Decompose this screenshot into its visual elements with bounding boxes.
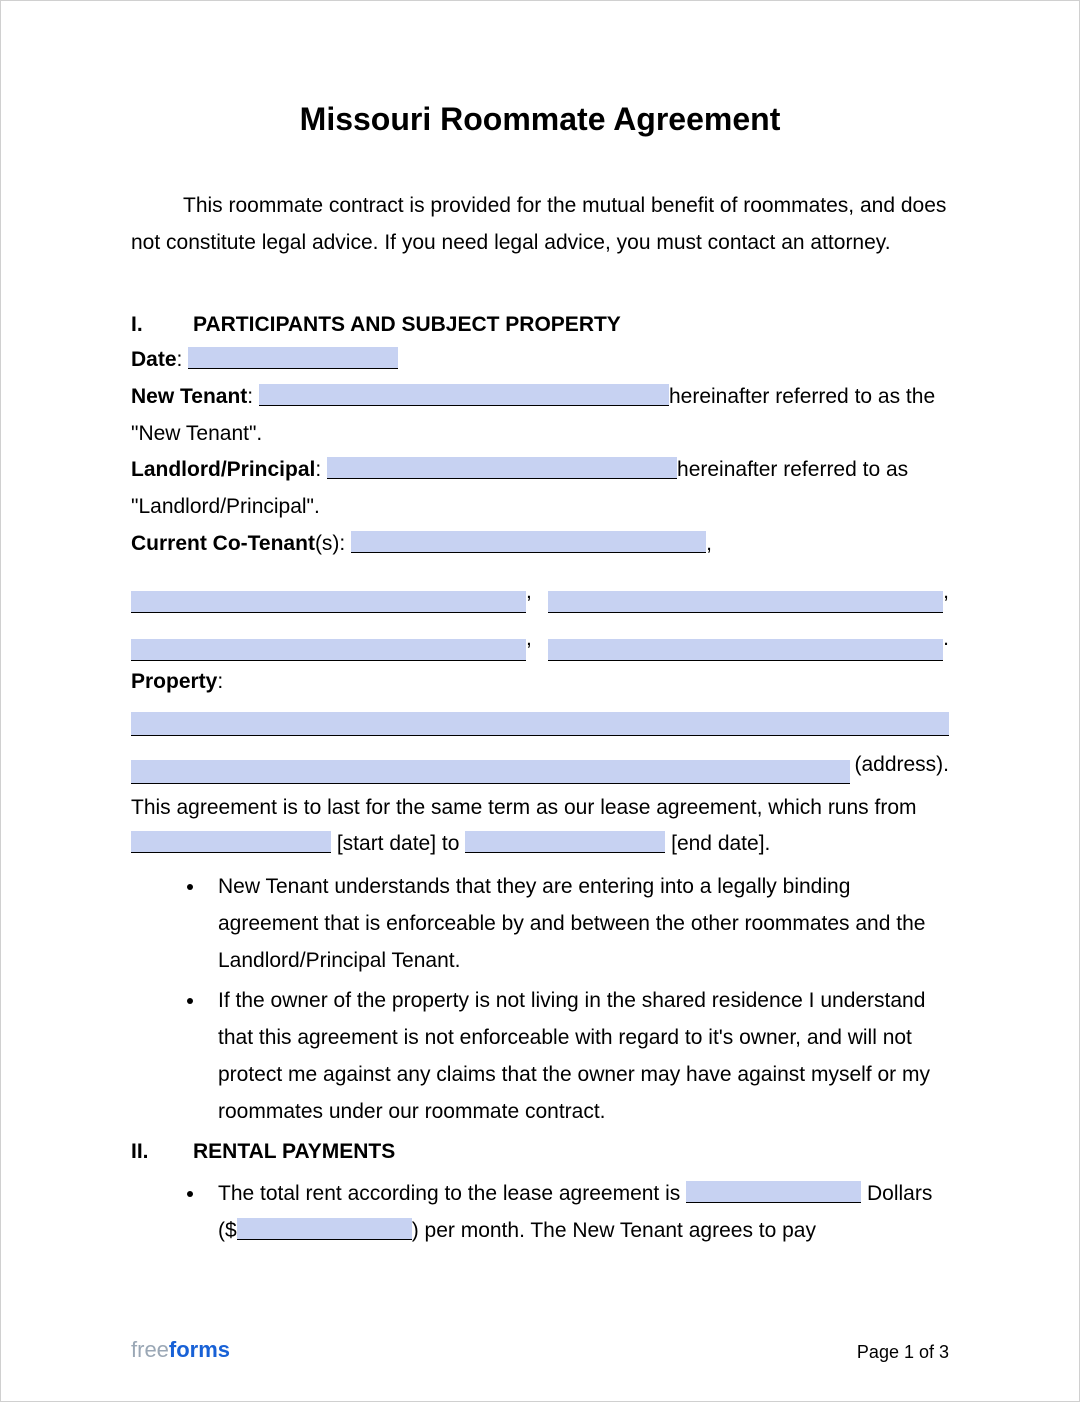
- new-tenant-field[interactable]: [259, 384, 669, 406]
- start-date-label: [start date] to: [337, 832, 460, 855]
- bullet-2: If the owner of the property is not livi…: [206, 983, 949, 1130]
- section-2-bullets: The total rent according to the lease ag…: [131, 1176, 949, 1250]
- date-line: Date:: [131, 342, 949, 379]
- cotenant-field-2[interactable]: [131, 591, 526, 613]
- start-date-field[interactable]: [131, 831, 331, 853]
- rent-post: ) per month. The New Tenant agrees to pa…: [412, 1219, 816, 1242]
- section-1-title: PARTICIPANTS AND SUBJECT PROPERTY: [193, 313, 621, 336]
- rent-bullet: The total rent according to the lease ag…: [206, 1176, 949, 1250]
- property-field-line1[interactable]: [131, 712, 949, 736]
- date-field[interactable]: [188, 347, 398, 369]
- property-block: Property: (address).: [131, 664, 949, 784]
- page-number: Page 1 of 3: [857, 1342, 949, 1363]
- cotenant-field-1[interactable]: [351, 531, 706, 553]
- landlord-line: Landlord/Principal: hereinafter referred…: [131, 452, 949, 526]
- bullet-1: New Tenant understands that they are ent…: [206, 869, 949, 979]
- cotenant-field-3[interactable]: [548, 591, 943, 613]
- new-tenant-line: New Tenant: hereinafter referred to as t…: [131, 379, 949, 453]
- rent-amount-field[interactable]: [237, 1218, 412, 1240]
- freeforms-logo: freeforms: [131, 1337, 230, 1363]
- section-1-bullets: New Tenant understands that they are ent…: [131, 869, 949, 1130]
- page-footer: freeforms Page 1 of 3: [131, 1337, 949, 1363]
- rent-words-field[interactable]: [686, 1181, 861, 1203]
- end-date-label: [end date].: [671, 832, 770, 855]
- address-suffix: (address).: [854, 747, 949, 784]
- intro-paragraph: This roommate contract is provided for t…: [131, 188, 949, 262]
- cotenant-block: Current Co-Tenant(s): , , , , .: [131, 526, 949, 658]
- section-2-heading: II.RENTAL PAYMENTS: [131, 1134, 949, 1170]
- document-page: Missouri Roommate Agreement This roommat…: [1, 1, 1079, 1250]
- section-1-number: I.: [131, 307, 193, 343]
- landlord-field[interactable]: [327, 457, 677, 479]
- document-title: Missouri Roommate Agreement: [131, 101, 949, 138]
- property-label: Property: [131, 670, 217, 693]
- cotenant-field-4[interactable]: [131, 639, 526, 661]
- end-date-field[interactable]: [465, 831, 665, 853]
- cotenant-field-5[interactable]: [548, 639, 943, 661]
- cotenant-label: Current Co-Tenant: [131, 532, 315, 555]
- logo-forms: forms: [169, 1337, 230, 1362]
- date-label: Date: [131, 348, 177, 371]
- section-1-heading: I.PARTICIPANTS AND SUBJECT PROPERTY: [131, 307, 949, 343]
- property-field-line2[interactable]: [131, 760, 850, 784]
- new-tenant-label: New Tenant: [131, 385, 247, 408]
- term-text: This agreement is to last for the same t…: [131, 796, 917, 819]
- landlord-label: Landlord/Principal: [131, 458, 315, 481]
- rent-pre: The total rent according to the lease ag…: [218, 1182, 680, 1205]
- logo-free: free: [131, 1337, 169, 1362]
- section-2-title: RENTAL PAYMENTS: [193, 1140, 395, 1163]
- term-block: This agreement is to last for the same t…: [131, 790, 949, 864]
- section-2-number: II.: [131, 1134, 193, 1170]
